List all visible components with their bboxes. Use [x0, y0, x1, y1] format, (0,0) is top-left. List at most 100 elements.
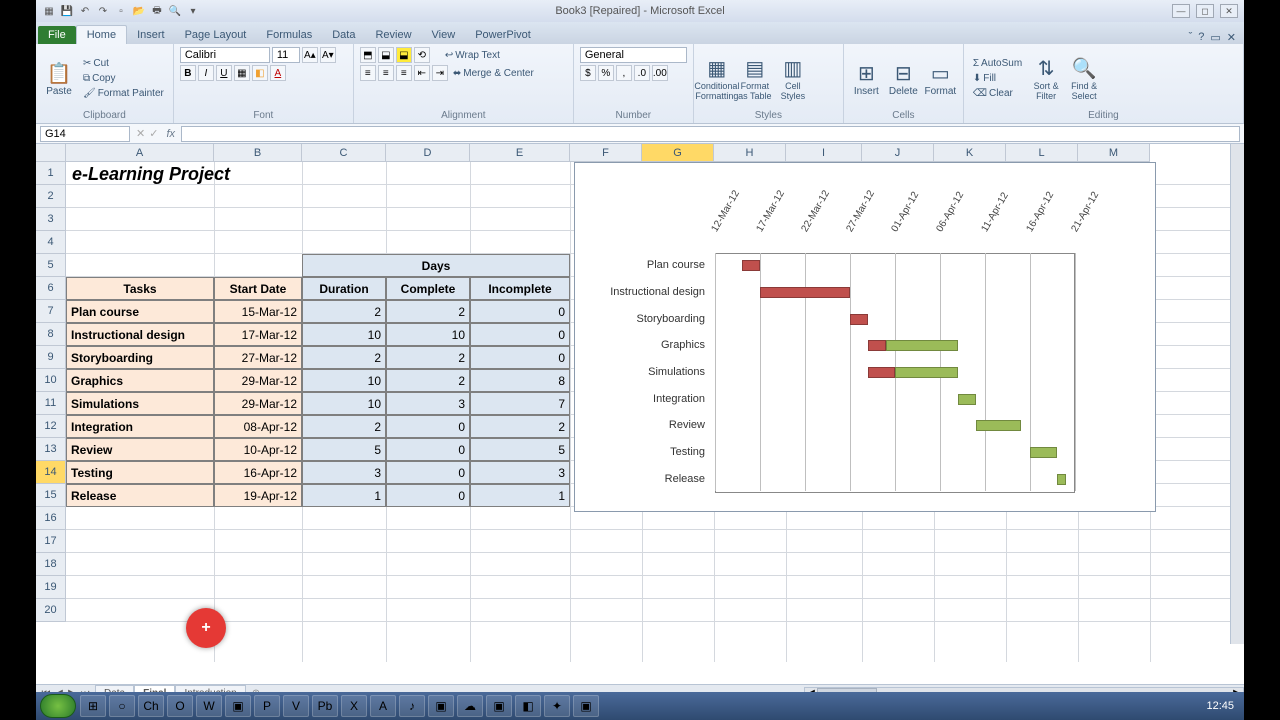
taskbar-app-icon[interactable]: ○ [109, 695, 135, 717]
taskbar-app-icon[interactable]: O [167, 695, 193, 717]
indent-dec-icon[interactable]: ⇤ [414, 65, 430, 81]
cell-D14[interactable]: 0 [386, 461, 470, 484]
percent-icon[interactable]: % [598, 65, 614, 81]
col-header-C[interactable]: C [302, 144, 386, 162]
align-right-icon[interactable]: ≡ [396, 65, 412, 81]
row-header-15[interactable]: 15 [36, 484, 66, 507]
cell-D11[interactable]: 3 [386, 392, 470, 415]
dec-decimal-icon[interactable]: .00 [652, 65, 668, 81]
cell-A14[interactable]: Testing [66, 461, 214, 484]
cell-C9[interactable]: 2 [302, 346, 386, 369]
number-format-select[interactable]: General [580, 47, 687, 63]
taskbar-app-icon[interactable]: ▣ [225, 695, 251, 717]
taskbar-app-icon[interactable]: ✦ [544, 695, 570, 717]
cell-E15[interactable]: 1 [470, 484, 570, 507]
cell-C11[interactable]: 10 [302, 392, 386, 415]
border-button[interactable]: ▦ [234, 65, 250, 81]
cell-B14[interactable]: 16-Apr-12 [214, 461, 302, 484]
cell-D12[interactable]: 0 [386, 415, 470, 438]
formula-input[interactable] [181, 126, 1240, 142]
paste-button[interactable]: 📋Paste [42, 53, 76, 105]
inc-decimal-icon[interactable]: .0 [634, 65, 650, 81]
align-left-icon[interactable]: ≡ [360, 65, 376, 81]
row-header-8[interactable]: 8 [36, 323, 66, 346]
fill-button[interactable]: ⬇Fill [970, 72, 1025, 85]
ribbon-options-icon[interactable]: ▭ [1210, 31, 1220, 44]
row-header-11[interactable]: 11 [36, 392, 66, 415]
taskbar-app-icon[interactable]: P [254, 695, 280, 717]
row-header-9[interactable]: 9 [36, 346, 66, 369]
qat-more-icon[interactable]: ▾ [186, 4, 200, 18]
wrap-text-button[interactable]: ↩Wrap Text [442, 49, 503, 62]
minimize-button[interactable]: — [1172, 4, 1190, 18]
row-header-3[interactable]: 3 [36, 208, 66, 231]
row-header-20[interactable]: 20 [36, 599, 66, 622]
conditional-formatting-button[interactable]: ▦Conditional Formatting [700, 53, 734, 105]
cell-C5[interactable]: Days [302, 254, 570, 277]
enter-formula-icon[interactable]: ✓ [147, 127, 160, 140]
comma-icon[interactable]: , [616, 65, 632, 81]
underline-button[interactable]: U [216, 65, 232, 81]
taskbar-app-icon[interactable]: ◧ [515, 695, 541, 717]
row-header-18[interactable]: 18 [36, 553, 66, 576]
cell-A7[interactable]: Plan course [66, 300, 214, 323]
cell-C12[interactable]: 2 [302, 415, 386, 438]
tab-page-layout[interactable]: Page Layout [175, 26, 257, 44]
cut-button[interactable]: ✂Cut [80, 57, 167, 70]
tab-view[interactable]: View [422, 26, 466, 44]
taskbar-app-icon[interactable]: ▣ [428, 695, 454, 717]
currency-icon[interactable]: $ [580, 65, 596, 81]
cell-C6[interactable]: Duration [302, 277, 386, 300]
new-icon[interactable]: ▫ [114, 4, 128, 18]
cell-C14[interactable]: 3 [302, 461, 386, 484]
redo-icon[interactable]: ↷ [96, 4, 110, 18]
name-box[interactable]: G14 [40, 126, 130, 142]
cell-E14[interactable]: 3 [470, 461, 570, 484]
taskbar-app-icon[interactable]: ♪ [399, 695, 425, 717]
merge-center-button[interactable]: ⬌Merge & Center [450, 67, 537, 80]
row-header-19[interactable]: 19 [36, 576, 66, 599]
font-name-select[interactable]: Calibri [180, 47, 270, 63]
fx-icon[interactable]: fx [160, 128, 181, 140]
close-doc-icon[interactable]: ✕ [1227, 31, 1236, 44]
row-header-10[interactable]: 10 [36, 369, 66, 392]
cell-C10[interactable]: 10 [302, 369, 386, 392]
col-header-F[interactable]: F [570, 144, 642, 162]
row-header-5[interactable]: 5 [36, 254, 66, 277]
taskbar-app-icon[interactable]: ⊞ [80, 695, 106, 717]
help-icon[interactable]: ? [1198, 31, 1204, 44]
format-cells-button[interactable]: ▭Format [924, 53, 957, 105]
cell-A10[interactable]: Graphics [66, 369, 214, 392]
col-header-E[interactable]: E [470, 144, 570, 162]
cell-styles-button[interactable]: ▥Cell Styles [776, 53, 810, 105]
cell-A15[interactable]: Release [66, 484, 214, 507]
row-header-17[interactable]: 17 [36, 530, 66, 553]
cell-B15[interactable]: 19-Apr-12 [214, 484, 302, 507]
select-all-corner[interactable] [36, 144, 66, 162]
indent-inc-icon[interactable]: ⇥ [432, 65, 448, 81]
taskbar-app-icon[interactable]: ☁ [457, 695, 483, 717]
cell-B10[interactable]: 29-Mar-12 [214, 369, 302, 392]
cell-A13[interactable]: Review [66, 438, 214, 461]
cell-C8[interactable]: 10 [302, 323, 386, 346]
cell-A8[interactable]: Instructional design [66, 323, 214, 346]
tab-data[interactable]: Data [322, 26, 365, 44]
cell-D6[interactable]: Complete [386, 277, 470, 300]
decrease-font-icon[interactable]: A▾ [320, 47, 336, 63]
cell-B6[interactable]: Start Date [214, 277, 302, 300]
cell-B11[interactable]: 29-Mar-12 [214, 392, 302, 415]
cell-B12[interactable]: 08-Apr-12 [214, 415, 302, 438]
align-center-icon[interactable]: ≡ [378, 65, 394, 81]
cell-C7[interactable]: 2 [302, 300, 386, 323]
align-middle-icon[interactable]: ⬓ [378, 47, 394, 63]
insert-cells-button[interactable]: ⊞Insert [850, 53, 883, 105]
col-header-I[interactable]: I [786, 144, 862, 162]
cell-E13[interactable]: 5 [470, 438, 570, 461]
delete-cells-button[interactable]: ⊟Delete [887, 53, 920, 105]
col-header-L[interactable]: L [1006, 144, 1078, 162]
cell-E12[interactable]: 2 [470, 415, 570, 438]
row-header-7[interactable]: 7 [36, 300, 66, 323]
cell-E7[interactable]: 0 [470, 300, 570, 323]
start-button[interactable] [40, 694, 76, 718]
cell-D7[interactable]: 2 [386, 300, 470, 323]
